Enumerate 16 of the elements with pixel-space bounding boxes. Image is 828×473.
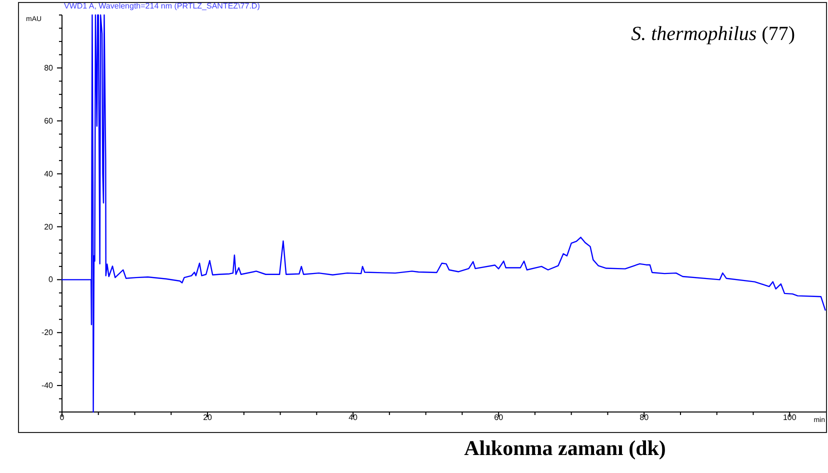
x-tick-label: 0: [60, 413, 65, 422]
y-tick-label: 0: [48, 275, 54, 284]
x-tick-label: 60: [494, 413, 504, 422]
x-tick-label: 100: [782, 413, 797, 422]
y-tick-label: 80: [44, 63, 54, 72]
y-tick-label: 60: [44, 116, 54, 126]
annotation: S. thermophilus (77): [631, 23, 795, 45]
chart-title: VWD1 A, Wavelength=214 nm (PRTLZ_SANTEZ\77.D): [64, 2, 260, 10]
y-tick-label: 40: [44, 169, 54, 178]
y-tick-label: -20: [41, 328, 54, 338]
x-tick-label: 20: [203, 413, 213, 422]
x-axis-title: Alıkonma zamanı (dk): [464, 436, 666, 460]
y-tick-label: -40: [41, 381, 54, 390]
y-tick-label: 20: [44, 222, 54, 232]
x-tick-label: 80: [640, 413, 650, 422]
x-tick-label: 40: [348, 413, 358, 422]
